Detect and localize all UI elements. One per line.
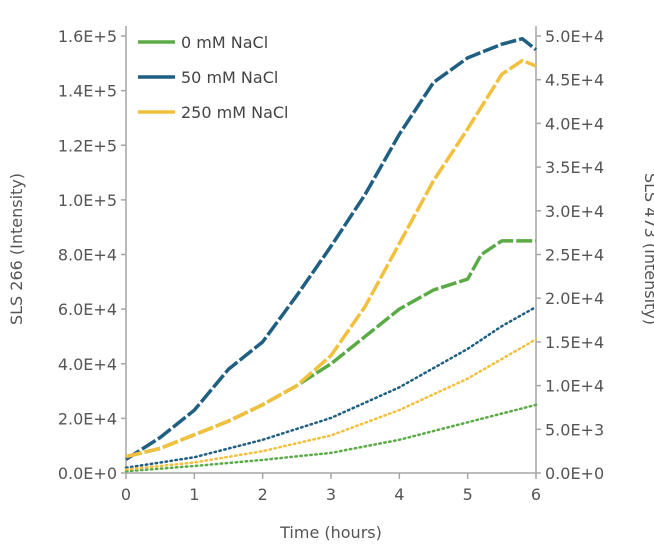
y-left-tick-label: 1.4E+5 — [58, 82, 117, 101]
legend-label-50mm: 50 mM NaCl — [181, 68, 278, 87]
y-left-tick-label: 0.0E+0 — [58, 464, 117, 483]
y-right-tick-label: 1.5E+4 — [545, 333, 604, 352]
x-tick-label: 2 — [258, 485, 268, 504]
x-tick-label: 6 — [531, 485, 541, 504]
y-right-tick-label: 1.0E+4 — [545, 377, 604, 396]
y-left-tick-label: 1.2E+5 — [58, 136, 117, 155]
y-left-tick-label: 6.0E+4 — [58, 300, 117, 319]
y-right-ticks: 0.0E+0 5.0E+3 1.0E+4 1.5E+4 2.0E+4 2.5E+4 3.0E… — [536, 27, 604, 483]
legend: 0 mM NaCl 50 mM NaCl 250 mM NaCl — [138, 33, 289, 122]
x-tick-label: 4 — [394, 485, 404, 504]
legend-label-250mm: 250 mM NaCl — [181, 103, 289, 122]
series-line-left-1 — [125, 36, 538, 461]
y-left-tick-label: 1.0E+5 — [58, 191, 117, 210]
x-tick-label: 0 — [121, 485, 131, 504]
y-left-tick-label: 4.0E+4 — [58, 355, 117, 374]
y-right-tick-label: 4.5E+4 — [545, 71, 604, 90]
plot-area — [125, 26, 537, 474]
y-axis-left-title: SLS 266 (Intensity) — [7, 173, 26, 325]
y-right-tick-label: 2.5E+4 — [545, 246, 604, 265]
series-line-right-4 — [124, 305, 538, 470]
y-right-tick-label: 3.5E+4 — [545, 158, 604, 177]
y-right-tick-label: 3.0E+4 — [545, 202, 604, 221]
series-line-left-0 — [125, 239, 536, 459]
series-line-right-5 — [124, 338, 538, 471]
y-left-tick-label: 1.6E+5 — [58, 27, 117, 46]
x-axis-title: Time (hours) — [279, 523, 382, 542]
x-tick-label: 1 — [189, 485, 199, 504]
y-left-ticks: 0.0E+0 2.0E+4 4.0E+4 6.0E+4 8.0E+4 1.0E+5 1.2E… — [58, 27, 126, 483]
series-layer — [124, 36, 538, 473]
y-right-tick-label: 0.0E+0 — [545, 464, 604, 483]
y-right-tick-label: 2.0E+4 — [545, 289, 604, 308]
y-right-tick-label: 5.0E+4 — [545, 27, 604, 46]
x-tick-label: 3 — [326, 485, 336, 504]
y-left-tick-label: 2.0E+4 — [58, 409, 117, 428]
y-left-tick-label: 8.0E+4 — [58, 246, 117, 265]
x-tick-label: 5 — [463, 485, 473, 504]
legend-label-0mm: 0 mM NaCl — [181, 33, 268, 52]
series-line-right-3 — [124, 403, 538, 473]
y-axis-right-title: SLS 473 (Intensity) — [641, 173, 654, 325]
x-ticks: 0 1 2 3 4 5 6 — [121, 473, 541, 504]
y-right-tick-label: 5.0E+3 — [545, 420, 604, 439]
series-line-left-2 — [125, 58, 537, 459]
y-right-tick-label: 4.0E+4 — [545, 114, 604, 133]
